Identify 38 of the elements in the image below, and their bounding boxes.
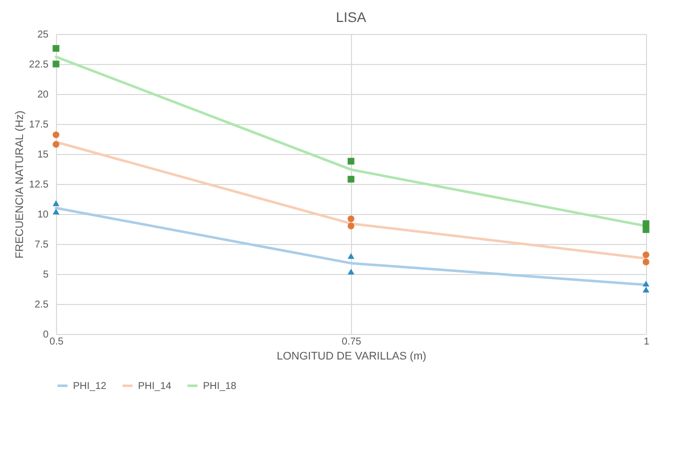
point (642, 258, 650, 266)
point (52, 141, 60, 148)
y-tick-label: 12.5 (29, 180, 49, 190)
legend-label: PHI_12 (73, 380, 107, 392)
y-tick-label: 15 (37, 150, 49, 160)
point (348, 268, 354, 275)
x-tick-label: 1 (644, 336, 650, 348)
y-tick-label: 0 (42, 330, 49, 340)
y-tick-label: 2.5 (34, 300, 49, 310)
point (52, 60, 60, 68)
legend-label: PHI_14 (138, 380, 172, 392)
y-axis-title: FRECUENCIA NATURAL (Hz) (14, 110, 26, 258)
point (348, 253, 354, 259)
y-tick-label: 5 (42, 270, 49, 280)
y-tick-label: 10 (37, 210, 49, 220)
point (642, 251, 650, 258)
point (348, 215, 354, 222)
x-axis-title: LONGITUD DE VARILLAS (m) (276, 350, 426, 362)
chart-title: LISA (336, 9, 367, 25)
y-tick-label: 17.5 (29, 120, 49, 130)
x-tick-label: 0.75 (342, 336, 362, 348)
point (348, 176, 354, 183)
point (52, 208, 60, 215)
point (52, 45, 60, 52)
y-tick-label: 25 (37, 30, 49, 40)
point (642, 226, 650, 233)
point (642, 220, 650, 227)
point (642, 280, 650, 287)
point (642, 286, 650, 293)
y-tick-label: 20 (37, 90, 49, 100)
y-tick-label: 7.5 (34, 240, 49, 250)
x-tick-label: 0.5 (50, 336, 64, 348)
legend-label: PHI_18 (203, 380, 237, 392)
point (52, 131, 60, 138)
point (348, 158, 354, 165)
point (348, 222, 354, 230)
point (52, 200, 60, 206)
y-tick-label: 22.5 (29, 60, 49, 70)
